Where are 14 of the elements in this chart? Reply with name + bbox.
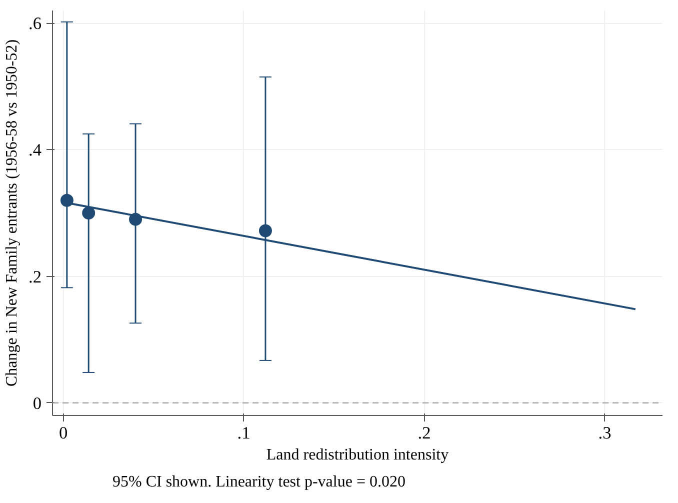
y-axis-title: Change in New Family entrants (1956-58 vs 1950-52)	[4, 39, 21, 387]
x-tick-label: .2	[418, 424, 431, 442]
x-tick-label: 0	[58, 424, 68, 442]
y-tick-label: 0	[32, 394, 42, 413]
y-tick-label: .4	[28, 140, 42, 160]
y-tick-label: .6	[28, 14, 42, 34]
x-tick-label: .3	[598, 424, 612, 442]
y-tick-label: .2	[28, 267, 42, 286]
x-axis-title: Land redistribution intensity	[266, 446, 449, 464]
text: 95% CI shown. Linearity test p-value = 0.020	[112, 474, 406, 490]
x-tick-label: .1	[237, 424, 250, 442]
point	[82, 206, 96, 220]
point	[258, 224, 272, 238]
point	[60, 194, 74, 207]
